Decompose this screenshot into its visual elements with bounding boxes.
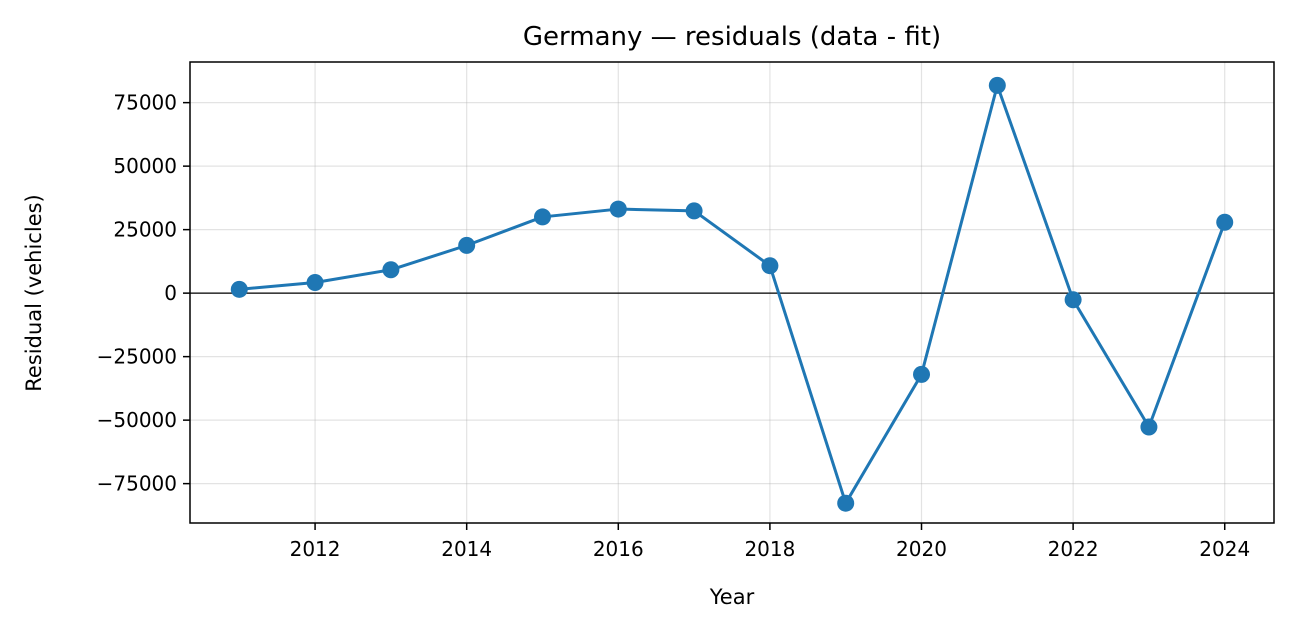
x-tick-label: 2016 xyxy=(593,537,644,561)
x-tick-label: 2022 xyxy=(1048,537,1099,561)
x-tick-label: 2020 xyxy=(896,537,947,561)
y-tick-label: −50000 xyxy=(97,408,177,432)
y-tick-label: 50000 xyxy=(113,154,177,178)
data-point xyxy=(230,280,248,298)
y-ticks-layer: −75000 −50000 −25000 0 25000 50000 75000 xyxy=(97,91,190,496)
y-tick-label: −75000 xyxy=(97,472,177,496)
series-line xyxy=(239,83,1227,505)
data-point xyxy=(458,236,476,254)
data-point xyxy=(1216,213,1234,231)
data-point xyxy=(988,76,1006,94)
y-axis-title: Residual (vehicles) xyxy=(22,194,46,391)
x-tick-label: 2024 xyxy=(1199,537,1250,561)
points-layer xyxy=(230,76,1234,512)
data-point xyxy=(685,202,703,220)
x-tick-label: 2018 xyxy=(744,537,795,561)
data-point xyxy=(761,257,779,275)
data-point xyxy=(913,365,931,383)
y-tick-label: −25000 xyxy=(97,345,177,369)
y-tick-label: 75000 xyxy=(113,91,177,115)
chart-title: Germany — residuals (data - fit) xyxy=(523,22,941,52)
data-point xyxy=(533,208,551,226)
data-point xyxy=(1140,418,1158,436)
y-tick-label: 0 xyxy=(164,281,177,305)
data-point xyxy=(837,494,855,512)
x-tick-label: 2014 xyxy=(441,537,492,561)
x-ticks-layer: 2012 2014 2016 2018 2020 2022 2024 xyxy=(290,523,1250,561)
y-tick-label: 25000 xyxy=(113,218,177,242)
x-tick-label: 2012 xyxy=(290,537,341,561)
data-point xyxy=(1064,291,1082,309)
x-axis-title: Year xyxy=(709,585,755,609)
data-point xyxy=(382,261,400,279)
data-point xyxy=(306,273,324,291)
data-point xyxy=(609,200,627,218)
